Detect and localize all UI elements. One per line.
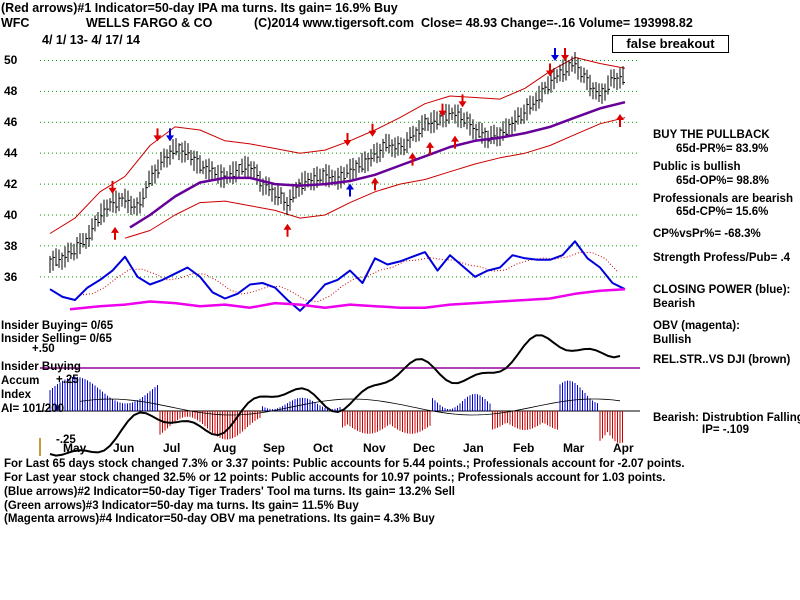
ma50-line [129, 100, 626, 229]
indicator-panel [39, 334, 640, 457]
pr-value: 65d-PR%= 83.9% [676, 143, 769, 155]
buy-arrow-icon [451, 135, 459, 149]
y-tick-label: 40 [4, 208, 18, 222]
strength-value: Strength Profess/Pub= .4 [653, 252, 791, 264]
quote-line: Close= 48.93 Change=-.16 Volume= 193998.… [421, 16, 693, 30]
minus-25-label: -.25 [56, 434, 76, 446]
buy-arrow-icon [111, 226, 119, 240]
public-title: Public is bullish [653, 161, 741, 173]
ai-value: AI= 101/200 [1, 403, 64, 415]
y-tick-label: 50 [4, 53, 18, 68]
false-breakout-label: false breakout [612, 35, 729, 53]
professionals-title: Professionals are bearish [653, 193, 793, 205]
upper-band-line [49, 56, 626, 234]
footer-line5: (Magenta arrows)#4 Indicator=50-day OBV … [4, 513, 435, 525]
date-range: 4/ 1/ 13- 4/ 17/ 14 [42, 33, 140, 47]
closing-power-line [49, 240, 626, 312]
signal-arrows [108, 48, 624, 240]
closing-power-state: Bearish [653, 298, 696, 310]
copyright: (C)2014 www.tigersoft.com [254, 16, 414, 30]
buy-arrow-icon [283, 223, 292, 237]
closing-power-label: CLOSING POWER (blue): [653, 284, 791, 296]
sell-arrow-icon [343, 133, 352, 146]
footer-line4: (Green arrows)#3 Indicator=50-day ma tur… [4, 500, 359, 512]
y-tick-label: 38 [4, 238, 18, 253]
sell-arrow-icon [438, 103, 447, 117]
footer-line1: For Last 65 days stock changed 7.3% or 3… [4, 458, 685, 470]
index-label: Index [1, 389, 32, 401]
rel-str-line [49, 334, 621, 457]
sell-arrow-icon [368, 123, 377, 137]
buy-arrow-icon [408, 152, 417, 166]
x-tick-label: May [63, 441, 87, 455]
plus-50-label: +.50 [32, 343, 55, 355]
obv-line [69, 287, 626, 311]
ticker-symbol: WFC [1, 16, 30, 30]
buy-arrow-icon [616, 114, 624, 127]
company-name: WELLS FARGO & CO [86, 16, 213, 30]
x-tick-label: Mar [563, 441, 585, 455]
pullback-title: BUY THE PULLBACK [653, 129, 770, 141]
closing-power-ma-line [79, 251, 618, 303]
sell-arrow-icon [561, 48, 569, 61]
buy-arrow-icon [346, 183, 354, 197]
sell-arrow-icon [458, 94, 467, 108]
x-tick-label: Jul [163, 441, 181, 455]
accum-ma-line [79, 398, 621, 416]
y-tick-label: 44 [4, 146, 18, 161]
x-tick-label: Jan [463, 441, 484, 455]
sell-arrow-icon [546, 63, 554, 77]
lower-band-line [124, 117, 626, 239]
x-tick-label: Aug [213, 441, 237, 455]
x-tick-label: Jun [113, 441, 135, 455]
cp-value: 65d-CP%= 15.6% [676, 206, 769, 218]
x-tick-label: Oct [313, 441, 334, 455]
y-tick-label: 48 [4, 84, 18, 99]
y-tick-label: 36 [4, 269, 18, 284]
cpvspr-value: CP%vsPr%= -68.3% [653, 228, 761, 240]
plus-25-label: +.25 [56, 374, 79, 386]
x-tick-label: Dec [413, 441, 436, 455]
insider-buying-label: Insider Buying [1, 361, 81, 373]
accum-state: Bearish: Distrubtion Falling [653, 412, 800, 424]
y-tick-label: 42 [4, 177, 18, 192]
buy-arrow-icon [426, 141, 434, 155]
ip-value: IP= -.109 [702, 424, 749, 436]
footer-line3: (Blue arrows)#2 Indicator=50-day Tiger T… [4, 486, 455, 498]
x-tick-label: Apr [613, 441, 634, 455]
insider-buying-count: Insider Buying= 0/65 [1, 320, 114, 332]
x-tick-label: Nov [363, 441, 386, 455]
obv-label: OBV (magenta): [653, 320, 740, 332]
sell-arrow-icon [551, 48, 559, 61]
rel-str-label: REL.STR..VS DJI (brown) [653, 354, 791, 366]
sell-arrow-icon [153, 128, 162, 142]
accum-label: Accum [1, 375, 40, 387]
x-tick-label: Sep [263, 441, 286, 455]
op-value: 65d-OP%= 98.8% [676, 175, 770, 187]
series-lines [49, 100, 626, 312]
obv-state: Bullish [653, 334, 692, 346]
x-tick-label: Feb [513, 441, 535, 455]
y-tick-label: 46 [4, 115, 18, 130]
insider-selling-count: Insider Selling= 0/65 [1, 333, 112, 345]
buy-arrow-icon [371, 177, 379, 191]
band-lines [49, 56, 626, 239]
sell-arrow-icon [108, 180, 117, 194]
header-line1: (Red arrows)#1 Indicator=50-day IPA ma t… [1, 1, 398, 15]
grid-lines [40, 59, 640, 278]
sell-arrow-icon [166, 128, 174, 142]
footer-line2: For Last year stock changed 32.5% or 12 … [4, 472, 666, 484]
